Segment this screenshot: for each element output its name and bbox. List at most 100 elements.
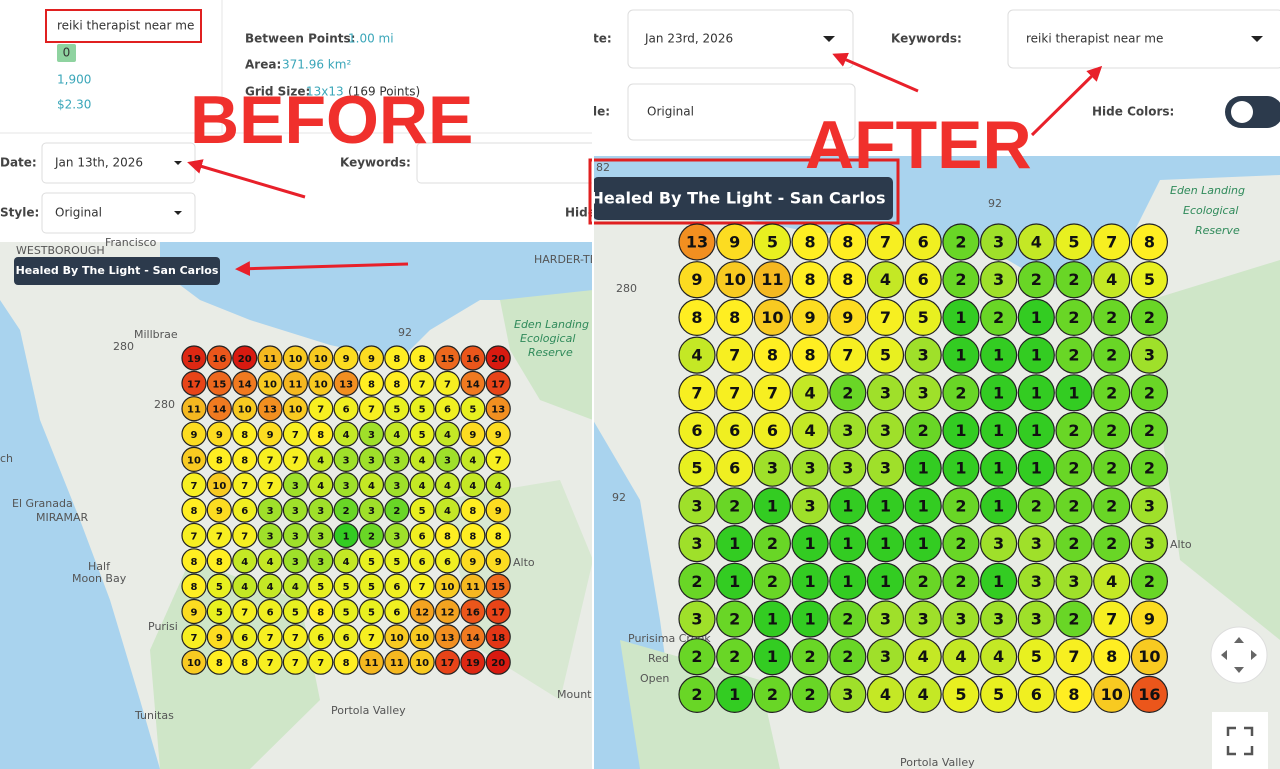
rank-value: 7 xyxy=(241,531,248,542)
rank-marker xyxy=(791,374,829,412)
rank-value: 3 xyxy=(1144,534,1155,553)
keywords-label: Keywords: xyxy=(891,32,962,46)
rank-marker xyxy=(257,345,283,371)
rank-marker xyxy=(333,548,359,574)
rank-marker xyxy=(181,548,207,574)
rank-marker xyxy=(384,345,410,371)
rank-value: 5 xyxy=(918,308,929,327)
rank-marker xyxy=(358,598,385,625)
rank-marker xyxy=(232,624,258,650)
business-tag xyxy=(593,177,893,220)
rank-value: 7 xyxy=(241,608,248,619)
rank-value: 20 xyxy=(491,354,505,365)
date-dropdown[interactable] xyxy=(627,9,854,69)
rank-marker xyxy=(257,548,283,574)
rank-marker xyxy=(942,524,980,563)
rank-value: 1 xyxy=(880,496,891,515)
rank-value: 8 xyxy=(767,346,778,365)
rank-value: 1 xyxy=(805,572,816,591)
rank-value: 3 xyxy=(368,455,375,466)
rank-value: 2 xyxy=(955,572,966,591)
rank-value: 4 xyxy=(343,430,350,441)
rank-marker xyxy=(1130,223,1169,261)
stat-value: 371.96 km² xyxy=(282,58,351,72)
rank-marker xyxy=(829,675,867,714)
rank-marker xyxy=(979,449,1018,487)
rank-value: 8 xyxy=(216,658,223,669)
rank-marker xyxy=(358,421,385,447)
caret xyxy=(174,161,182,165)
rank-value: 8 xyxy=(805,346,816,365)
rank-marker xyxy=(791,524,829,563)
rank-marker xyxy=(753,638,792,676)
rank-marker xyxy=(942,487,980,525)
rank-marker xyxy=(257,573,283,599)
rank-value: 11 xyxy=(466,582,480,593)
rank-marker xyxy=(942,298,980,336)
hide-label: Hide xyxy=(565,206,596,220)
date: Jan 13th, 2026 xyxy=(54,156,143,170)
rank-value: 5 xyxy=(343,608,350,619)
rank-marker xyxy=(1017,261,1055,299)
fullscreen-button[interactable] xyxy=(1212,712,1268,769)
rank-marker xyxy=(232,497,258,523)
rank-value: 3 xyxy=(317,557,324,568)
recenter-button[interactable] xyxy=(1210,626,1268,684)
rank-value: 9 xyxy=(729,233,740,252)
rank-value: 4 xyxy=(241,557,248,568)
rank-marker xyxy=(434,548,461,574)
rank-value: 7 xyxy=(191,633,198,644)
rank-marker xyxy=(1130,298,1169,336)
rank-value: 4 xyxy=(880,685,891,704)
map-label: El Granada xyxy=(12,497,73,510)
rank-marker xyxy=(181,573,207,599)
rank-marker xyxy=(485,472,511,498)
rank-value: 5 xyxy=(368,557,375,568)
rank-marker xyxy=(1055,411,1093,450)
rank-value: 10 xyxy=(314,354,328,365)
rank-marker xyxy=(1130,374,1169,412)
rank-marker xyxy=(485,345,511,371)
rank-value: 14 xyxy=(212,405,226,416)
rank-marker xyxy=(308,396,334,422)
rank-value: 3 xyxy=(1031,610,1042,629)
rank-value: 9 xyxy=(495,430,502,441)
stat-label: Grid Size: xyxy=(245,85,310,99)
rank-value: 9 xyxy=(1144,610,1155,629)
rank-marker xyxy=(308,446,334,472)
rank-value: 14 xyxy=(466,633,480,644)
rank-marker xyxy=(308,497,334,523)
rank-marker xyxy=(791,675,829,714)
style-dropdown[interactable] xyxy=(627,83,856,141)
style-dropdown[interactable] xyxy=(41,192,196,234)
rank-value: 2 xyxy=(805,647,816,666)
rank-value: 3 xyxy=(805,496,816,515)
rank-marker xyxy=(308,573,334,599)
rank-value: 4 xyxy=(267,557,274,568)
rank-value: 1 xyxy=(918,459,929,478)
keywords-dropdown[interactable] xyxy=(1007,9,1280,69)
rank-value: 3 xyxy=(317,506,324,517)
rank-value: 15 xyxy=(491,582,505,593)
rank-value: 5 xyxy=(216,608,223,619)
rank-marker xyxy=(333,370,359,396)
rank-value: 8 xyxy=(241,455,248,466)
rank-marker xyxy=(791,223,829,261)
rank-marker xyxy=(485,598,511,625)
rank-value: 11 xyxy=(263,354,277,365)
rank-value: 14 xyxy=(238,379,252,390)
rank-value: 10 xyxy=(415,633,429,644)
rank-marker xyxy=(1093,600,1131,638)
rank-value: 4 xyxy=(469,455,476,466)
highlight-box xyxy=(588,158,900,225)
rank-marker xyxy=(678,449,716,487)
rank-value: 3 xyxy=(691,534,702,553)
rank-marker xyxy=(1055,600,1093,638)
rank-marker xyxy=(181,421,207,447)
rank-marker xyxy=(485,370,511,396)
rank-marker xyxy=(434,421,461,447)
rank-value: 1 xyxy=(955,346,966,365)
rank-value: 7 xyxy=(368,633,375,644)
rank-marker xyxy=(460,598,486,625)
